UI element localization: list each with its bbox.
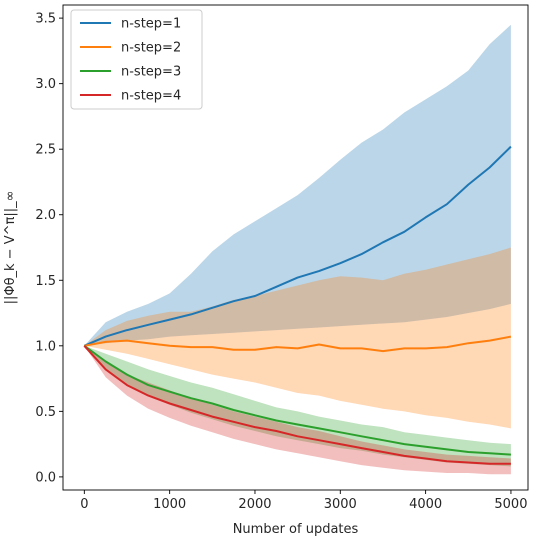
line-series-4	[83, 345, 511, 465]
y-tick-label: 3.5	[35, 12, 56, 27]
y-axis-label: ||Φθ_k − V^π||_∞	[3, 191, 18, 305]
legend-label: n-step=1	[121, 17, 181, 32]
line-series-1	[83, 145, 512, 347]
legend: n-step=1 n-step=2 n-step=3 n-step=4	[70, 9, 203, 110]
y-tick-label: 0.5	[35, 405, 56, 420]
x-tick-label: 0	[80, 497, 88, 512]
x-tick-label: 4000	[409, 497, 442, 512]
y-tick-label: 2.5	[35, 143, 56, 158]
x-tick-label: 2000	[238, 497, 271, 512]
band-series-4	[84, 345, 511, 475]
x-tick-label: 1000	[153, 497, 186, 512]
line-series-2	[84, 335, 512, 353]
x-tick-label: 5000	[494, 497, 527, 512]
band-series-2	[84, 247, 511, 429]
x-axis: 0 1000 2000 3000 4000 5000	[80, 490, 527, 512]
y-tick-label: 1.5	[35, 274, 56, 289]
y-tick-label: 0.0	[35, 470, 56, 485]
y-tick-label: 1.0	[35, 339, 56, 354]
x-axis-label: Number of updates	[233, 522, 359, 537]
plot-frame	[62, 4, 529, 491]
legend-label: n-step=3	[121, 65, 181, 80]
series-lines	[83, 145, 512, 465]
y-tick-label: 2.0	[35, 208, 56, 223]
line-series-3	[83, 344, 511, 456]
legend-label: n-step=2	[121, 41, 181, 56]
y-tick-label: 3.0	[35, 77, 56, 92]
x-tick-label: 3000	[324, 497, 357, 512]
band-series-3	[84, 345, 511, 467]
band-series-1	[84, 24, 511, 346]
legend-label: n-step=4	[121, 89, 181, 104]
confidence-bands	[84, 24, 511, 475]
y-axis: 0.0 0.5 1.0 1.5 2.0 2.5 3.0 3.5	[35, 12, 63, 485]
legend-box	[70, 9, 203, 110]
